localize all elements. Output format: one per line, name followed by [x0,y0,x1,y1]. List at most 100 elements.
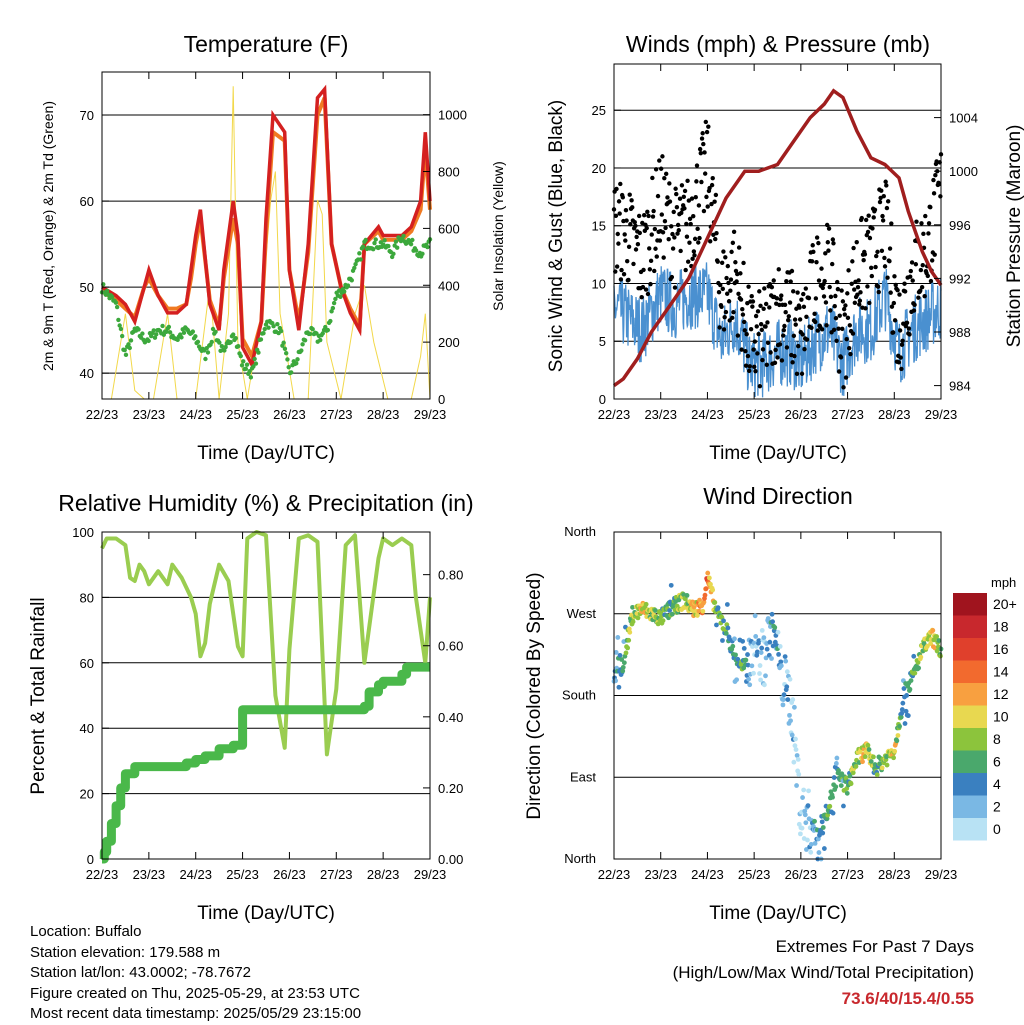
wind-direction-point [723,631,729,636]
rh-ylabel: Percent & Total Rainfall [28,597,49,794]
wind-direction-point [803,820,809,826]
gust-point [681,194,687,199]
gust-point [849,281,854,287]
gust-point [791,289,796,294]
gust-point [754,324,759,329]
gust-point [657,238,663,243]
wind-direction-point [705,570,711,576]
dewpoint-point [373,237,378,242]
wind-direction-point [833,761,839,766]
wind-direction-point [812,840,818,846]
temperature-xtick-label: 27/23 [320,407,353,422]
dewpoint-point [271,324,276,329]
wind-direction-grid [614,613,941,778]
rh-xtick-label: 28/23 [367,867,400,882]
dewpoint-point [331,300,337,306]
legend-swatch [953,615,987,638]
gust-point [740,312,746,317]
gust-point [804,314,809,319]
gust-point [771,278,776,283]
gust-point [830,261,835,267]
wind-speed-legend: mph 20+ 18 16 14 12 10 8 6 4 2 0 [953,575,1017,841]
gust-point [728,288,733,293]
station-location: Location: Buffalo [30,923,142,940]
gust-point [746,284,751,289]
gust-point [863,306,868,311]
gust-point [738,271,743,276]
gust-point [904,320,910,325]
gust-point [797,317,803,322]
gust-point [666,236,671,242]
gust-point [804,337,810,342]
wind-direction-point [720,638,725,643]
gust-point [749,294,754,299]
wind-direction-ytick-label: North [564,851,596,866]
winds-y2tick-label: 988 [949,325,971,340]
gust-point [643,287,649,292]
dewpoint-point [114,304,120,310]
wind-direction-point [745,662,751,668]
gust-point [889,221,894,226]
gust-point [674,204,680,210]
dewpoint-point [286,364,291,370]
gust-point [663,225,668,231]
gust-point [643,222,648,227]
gust-point [764,362,770,367]
gust-point [859,215,864,221]
wind-direction-point [769,611,775,617]
temperature-y2label: Solar Insolation (Yellow) [490,161,506,311]
dewpoint-point [333,296,338,302]
gust-point [892,274,897,279]
wind-direction-point [770,643,776,649]
gust-point [627,192,632,197]
wind-direction-point [701,599,707,605]
gust-point [833,293,838,299]
wind-direction-point [938,653,943,659]
gust-point [781,328,786,333]
dewpoint-point [357,251,362,256]
wind-direction-point [783,658,789,664]
wind-direction-point [819,819,825,825]
wind-direction-point [796,771,802,777]
gust-point [832,303,837,309]
dewpoint-point [127,345,132,351]
pressure-line [612,88,943,388]
legend-swatch [953,728,987,751]
gust-point [641,212,647,218]
gust-point [867,235,873,241]
gust-point [875,249,880,255]
rh-xtick-label: 22/23 [86,867,119,882]
wind-direction-point [772,625,778,630]
rh-ytick-label: 100 [72,525,94,540]
wind-direction-point [934,634,940,639]
gust-point [684,234,690,239]
gust-point [679,183,685,188]
gust-point [741,260,746,266]
gust-point [649,232,654,237]
wind-direction-point [691,604,697,610]
gust-point [652,226,658,232]
temperature-xtick-label: 28/23 [367,407,400,422]
station-latlon: Station lat/lon: 43.0002; -78.7672 [30,964,252,981]
gust-point [834,338,839,343]
gust-point [647,246,652,251]
gust-point [821,294,827,299]
wind-direction-point [752,613,758,619]
wind-direction-point [758,677,764,683]
wind-direction-point [668,582,674,588]
wind-direction-point [643,601,649,607]
wind-direction-point [655,621,661,627]
gust-point [709,201,714,207]
gust-point [911,308,917,313]
gust-point [882,264,888,269]
gust-point [846,346,852,351]
rh-y2tick-label: 0.80 [438,568,463,583]
dewpoint-point [181,330,187,335]
gust-point [752,339,758,344]
gust-point [880,218,886,223]
dewpoint-point [154,332,159,337]
wind-direction-point [916,665,922,671]
gust-point [705,204,710,209]
station-info: Location: Buffalo Station elevation: 179… [30,922,361,1025]
wind-direction-title: Wind Direction [703,483,853,509]
